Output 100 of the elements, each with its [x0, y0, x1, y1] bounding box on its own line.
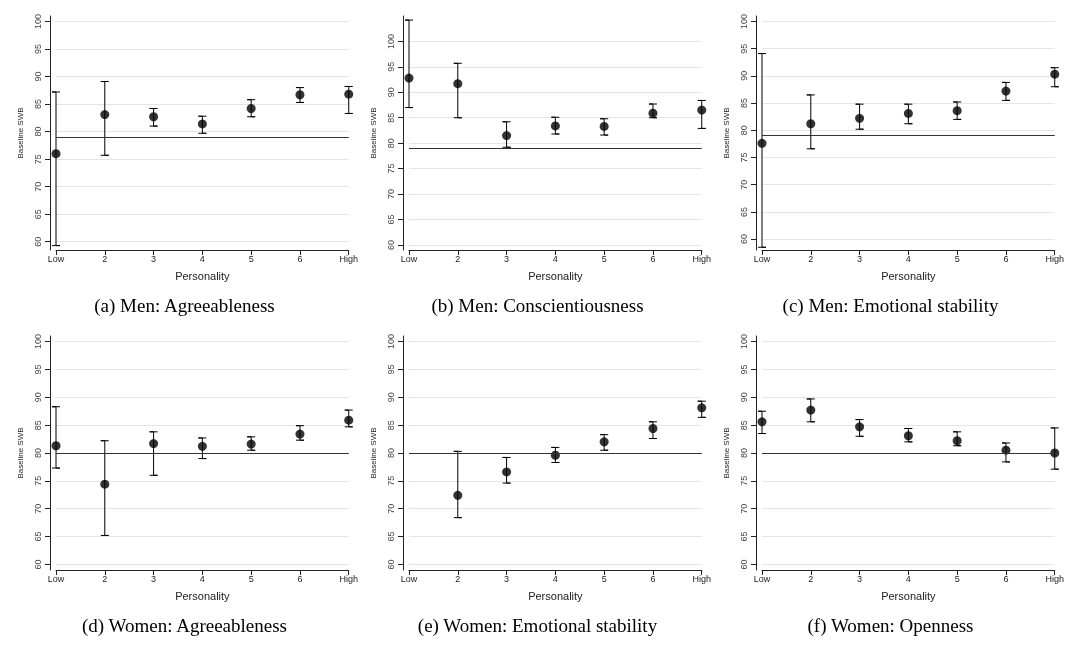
y-tick-label: 70 [738, 179, 749, 190]
x-tick-label: 6 [297, 253, 303, 264]
x-tick-label: 4 [905, 573, 911, 584]
x-tick-label: 4 [199, 253, 205, 264]
y-tick-label: 60 [738, 559, 749, 570]
text: (f) Women: Openness [807, 615, 974, 637]
y-tick-label: 85 [385, 420, 396, 431]
x-tick-label: 6 [1003, 573, 1009, 584]
x-axis-title: Personality [881, 269, 937, 282]
y-tick-label: 70 [32, 181, 43, 192]
y-axis-title: Baseline SWB [721, 427, 731, 479]
y-tick-label: 80 [32, 447, 43, 459]
y-tick-label: 95 [32, 364, 43, 375]
point [502, 131, 512, 141]
y-tick-label: 100 [32, 334, 43, 350]
y-tick-label: 85 [32, 99, 43, 110]
point [952, 436, 962, 446]
point [51, 441, 61, 451]
y-axis-title: Baseline SWB [721, 107, 731, 159]
y-axis-title: Baseline SWB [368, 427, 378, 479]
x-tick-label: 4 [552, 253, 558, 264]
x-tick-label: 3 [504, 573, 510, 584]
x-tick-label: 2 [455, 253, 461, 264]
y-tick-label: 90 [32, 392, 43, 403]
y-tick-label: 100 [385, 33, 396, 49]
x-tick-label: 2 [102, 253, 108, 264]
x-tick-label: 3 [151, 573, 157, 584]
y-tick-label: 60 [385, 559, 396, 570]
x-tick-label: 3 [857, 573, 863, 584]
y-tick-label: 90 [385, 392, 396, 403]
y-tick-label: 95 [385, 364, 396, 375]
y-axis-title: Baseline SWB [15, 427, 25, 479]
y-tick-label: 80 [385, 447, 396, 459]
x-tick-label: 5 [248, 253, 254, 264]
y-tick-label: 80 [738, 447, 749, 459]
x-tick-label: High [692, 573, 711, 584]
x-tick-label: 5 [954, 253, 960, 264]
point [697, 403, 707, 413]
point [149, 439, 159, 449]
x-tick-label: 4 [552, 573, 558, 584]
y-tick-label: 85 [738, 98, 749, 109]
x-axis-title: Personality [881, 589, 937, 602]
y-axis-title: Baseline SWB [368, 107, 378, 159]
y-tick-label: 95 [32, 44, 43, 55]
x-tick-label: Low [753, 253, 771, 264]
x-tick-label: 3 [151, 253, 157, 264]
x-tick-label: High [339, 573, 358, 584]
y-tick-label: 65 [32, 209, 43, 220]
y-tick-label: 65 [738, 531, 749, 542]
x-tick-label: High [339, 253, 358, 264]
text: (e) Women: Emotional stability [417, 615, 658, 637]
point [197, 119, 207, 129]
y-tick-label: 70 [32, 503, 43, 514]
point [1050, 69, 1060, 79]
y-tick-label: 70 [738, 503, 749, 514]
y-tick-label: 100 [385, 334, 396, 350]
y-tick-label: 60 [32, 559, 43, 570]
x-tick-label: 5 [601, 573, 607, 584]
x-tick-label: Low [400, 253, 418, 264]
x-axis-title: Personality [175, 269, 231, 282]
y-tick-label: 90 [738, 392, 749, 403]
point [648, 108, 658, 118]
x-tick-label: 4 [905, 253, 911, 264]
x-tick-label: 6 [650, 573, 656, 584]
y-tick-label: 75 [32, 475, 43, 486]
y-tick-label: 95 [738, 364, 749, 375]
y-tick-label: 85 [738, 420, 749, 431]
x-tick-label: 3 [504, 253, 510, 264]
x-tick-label: 5 [248, 573, 254, 584]
text: (d) Women: Agreeableness [82, 615, 287, 637]
x-tick-label: Low [47, 253, 65, 264]
point [100, 479, 110, 489]
point [344, 89, 354, 99]
y-tick-label: 65 [32, 531, 43, 542]
x-tick-label: 5 [954, 573, 960, 584]
y-tick-label: 75 [738, 152, 749, 163]
x-tick-label: 3 [857, 253, 863, 264]
y-tick-label: 65 [385, 214, 396, 225]
point [502, 467, 512, 477]
y-tick-label: 80 [385, 138, 396, 149]
point [855, 422, 865, 432]
y-tick-label: 65 [738, 206, 749, 217]
x-tick-label: Low [400, 573, 418, 584]
y-tick-label: 95 [738, 43, 749, 54]
y-tick-label: 100 [738, 13, 749, 29]
point [344, 415, 354, 425]
text: (c) Men: Emotional stability [782, 295, 999, 317]
x-tick-label: 6 [1003, 253, 1009, 264]
point [648, 423, 658, 433]
y-tick-label: 85 [385, 112, 396, 123]
point [453, 490, 463, 500]
y-tick-label: 75 [385, 163, 396, 174]
y-tick-label: 75 [32, 154, 43, 165]
x-tick-label: 6 [650, 253, 656, 264]
point [697, 105, 707, 115]
x-axis-title: Personality [175, 589, 231, 602]
y-axis-title: Baseline SWB [15, 107, 25, 159]
y-tick-label: 75 [738, 475, 749, 486]
x-tick-label: 2 [455, 573, 461, 584]
x-tick-label: 6 [297, 573, 303, 584]
